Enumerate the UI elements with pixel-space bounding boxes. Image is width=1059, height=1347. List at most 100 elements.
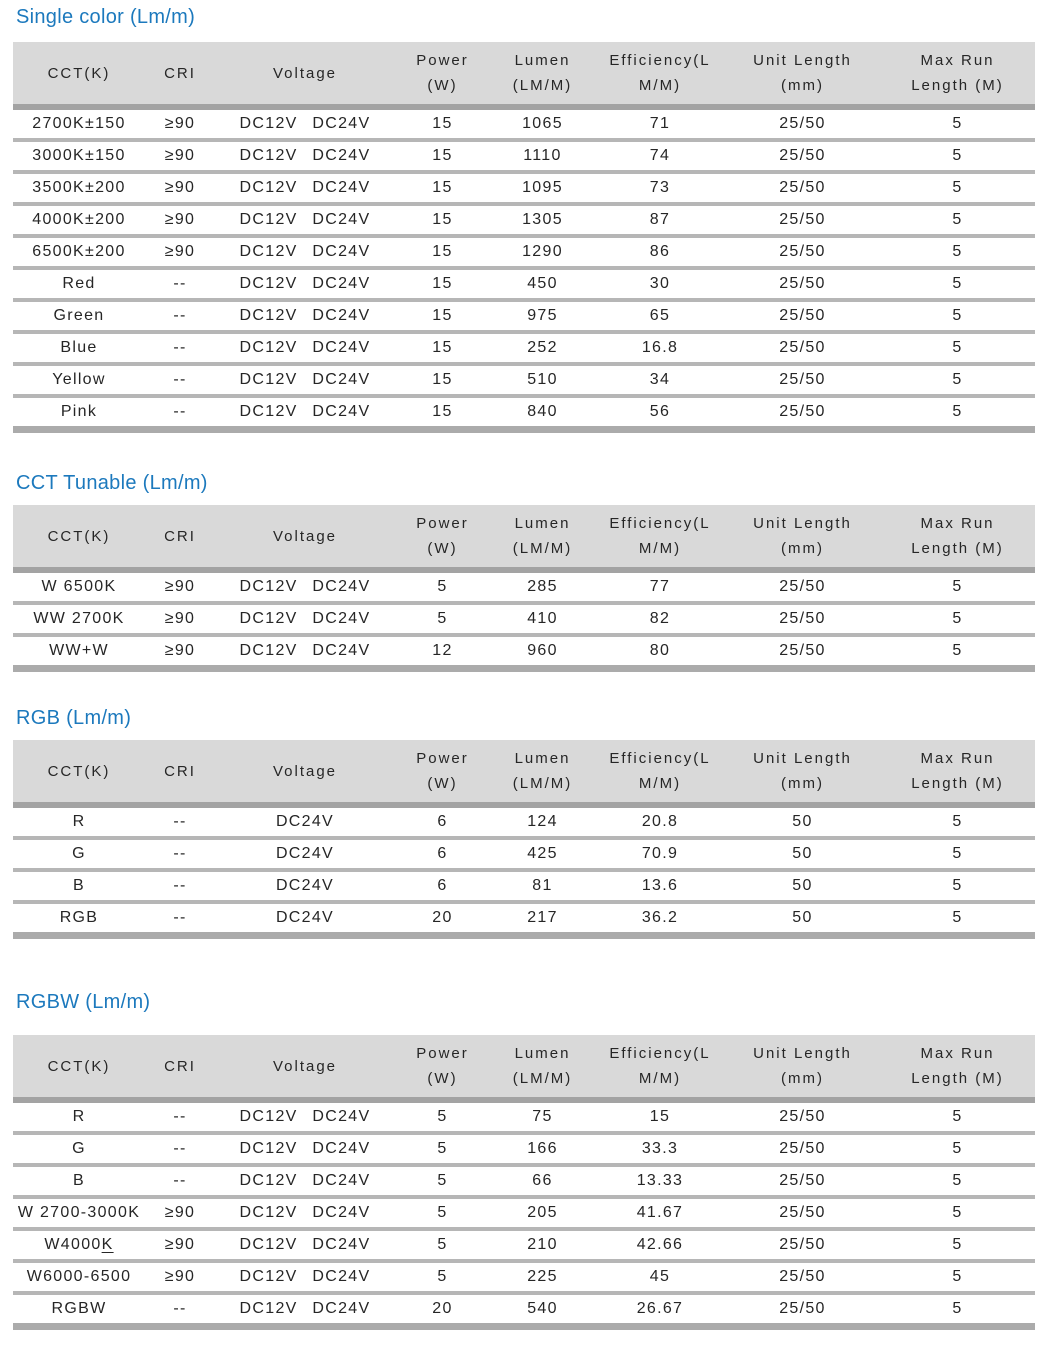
cell-max-run-length: 5	[952, 1236, 963, 1253]
column-header-lumen: Lumen (LM/M)	[490, 42, 595, 104]
row-separator	[13, 394, 1035, 398]
cell-unit-length: 25/50	[779, 243, 826, 260]
column-header-cri: CRI	[145, 740, 215, 802]
cell-cct: W 6500K	[41, 578, 117, 595]
cell-max-run-length: 5	[952, 243, 963, 260]
column-header-line: (LM/M)	[512, 540, 573, 557]
cell-max-run-length: 5	[952, 115, 963, 132]
cell-cri: ≥90	[164, 1268, 196, 1285]
table-bottom-bar	[13, 665, 1035, 672]
column-header-line: Power	[416, 1045, 469, 1062]
cell-voltage: DC12V DC24V	[239, 1172, 371, 1189]
cell-lumen: 217	[527, 909, 558, 926]
cell-lumen: 81	[532, 877, 553, 894]
cell-cri: --	[173, 1172, 187, 1189]
cell-unit-length: 25/50	[779, 1204, 826, 1221]
table-row: W6000-6500 ≥90 DC12V DC24V 5 225 45 25/50 5	[13, 1263, 1035, 1291]
cell-max-run-length: 5	[952, 307, 963, 324]
section-title-rgb: RGB (Lm/m)	[16, 707, 132, 729]
cell-max-run-length: 5	[952, 1172, 963, 1189]
cell-efficiency: 45	[649, 1268, 671, 1285]
table-bottom-bar	[13, 1323, 1035, 1330]
cell-cct: Green	[53, 307, 105, 324]
cell-efficiency: 30	[649, 275, 671, 292]
cell-voltage: DC12V DC24V	[239, 179, 371, 196]
cell-cri: --	[173, 1300, 187, 1317]
column-header-line: Lumen	[514, 750, 571, 767]
column-header-line: (LM/M)	[512, 77, 573, 94]
cell-max-run-length: 5	[952, 1108, 963, 1125]
cell-max-run-length: 5	[952, 909, 963, 926]
column-header-unit-length: Unit Length (mm)	[725, 1035, 880, 1097]
table-row: G -- DC24V 6 425 70.9 50 5	[13, 840, 1035, 868]
cell-cri: --	[173, 403, 187, 420]
table-row: WW+W ≥90 DC12V DC24V 12 960 80 25/50 5	[13, 637, 1035, 665]
table-row: Red -- DC12V DC24V 15 450 30 25/50 5	[13, 270, 1035, 298]
cell-unit-length: 25/50	[779, 1236, 826, 1253]
cell-cct: B	[73, 877, 85, 894]
column-header-voltage: Voltage	[215, 1035, 395, 1097]
table-row: 4000K±200 ≥90 DC12V DC24V 15 1305 87 25/50 5	[13, 206, 1035, 234]
table-row: B -- DC24V 6 81 13.6 50 5	[13, 872, 1035, 900]
cell-cri: ≥90	[164, 115, 196, 132]
row-separator	[13, 1131, 1035, 1135]
cell-max-run-length: 5	[952, 147, 963, 164]
cell-cct: W4000K	[13, 1236, 145, 1254]
cell-power: 5	[437, 1108, 448, 1125]
cell-lumen: 75	[532, 1108, 553, 1125]
cell-lumen: 225	[527, 1268, 558, 1285]
table-row: RGB -- DC24V 20 217 36.2 50 5	[13, 904, 1035, 932]
column-header-line: Lumen	[514, 515, 571, 532]
cell-cct: W6000-6500	[26, 1268, 132, 1285]
column-header-line: Unit Length	[753, 750, 852, 767]
column-header-line: Voltage	[272, 762, 338, 780]
cell-cct: Red	[62, 275, 96, 292]
cell-cct: Pink	[60, 403, 98, 420]
row-separator	[13, 330, 1035, 334]
table-header: CCT(K) CRI Voltage Power (W) Lumen (LM/M) Effic…	[13, 42, 1035, 104]
cell-cct: R	[72, 1108, 86, 1125]
cell-efficiency: 33.3	[641, 1140, 679, 1157]
column-header-power: Power (W)	[395, 1035, 490, 1097]
table-row: RGBW -- DC12V DC24V 20 540 26.67 25/50 5	[13, 1295, 1035, 1323]
cell-unit-length: 25/50	[779, 1140, 826, 1157]
cell-unit-length: 25/50	[779, 211, 826, 228]
cell-voltage: DC12V DC24V	[239, 642, 371, 659]
cell-cri: --	[173, 275, 187, 292]
column-header-line: Max Run	[920, 1045, 995, 1062]
column-header-cri: CRI	[145, 1035, 215, 1097]
cell-power: 12	[432, 642, 453, 659]
cell-unit-length: 25/50	[779, 1108, 826, 1125]
column-header-line: Efficiency(L	[609, 1045, 711, 1062]
cell-power: 20	[432, 1300, 453, 1317]
cell-power: 15	[432, 275, 453, 292]
cell-power: 5	[437, 1236, 448, 1253]
cell-voltage: DC24V	[275, 845, 335, 862]
cell-voltage: DC12V DC24V	[239, 1268, 371, 1285]
column-header-efficiency: Efficiency(L M/M)	[595, 740, 725, 802]
cell-voltage: DC12V DC24V	[239, 1108, 371, 1125]
cell-voltage: DC12V DC24V	[239, 403, 371, 420]
column-header-unit-length: Unit Length (mm)	[725, 42, 880, 104]
cell-unit-length: 25/50	[779, 307, 826, 324]
section-title-single-color: Single color (Lm/m)	[16, 6, 196, 28]
cell-cri: --	[173, 909, 187, 926]
column-header-cri: CRI	[145, 505, 215, 567]
column-header-line: Max Run	[920, 52, 995, 69]
cell-unit-length: 50	[792, 909, 813, 926]
column-header-line: (mm)	[781, 77, 824, 94]
column-header-line: Unit Length	[753, 1045, 852, 1062]
cell-efficiency: 34	[649, 371, 671, 388]
cell-cct: 6500K±200	[32, 243, 126, 260]
cell-cct: WW+W	[49, 642, 109, 659]
cell-cri: --	[173, 1108, 187, 1125]
cell-lumen: 1290	[522, 243, 563, 260]
cell-voltage: DC24V	[275, 909, 335, 926]
cell-voltage: DC12V DC24V	[239, 578, 371, 595]
cell-cri: --	[173, 339, 187, 356]
section-title-cct-tunable: CCT Tunable (Lm/m)	[16, 472, 208, 494]
table-row: W 6500K ≥90 DC12V DC24V 5 285 77 25/50 5	[13, 573, 1035, 601]
column-header-line: Power	[416, 52, 469, 69]
cell-cct: W 2700-3000K	[17, 1204, 141, 1221]
cell-max-run-length: 5	[952, 179, 963, 196]
